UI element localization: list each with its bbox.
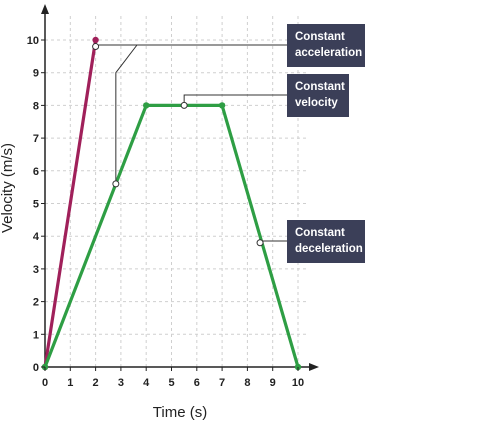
- annotation-box: [287, 24, 365, 67]
- annotation-box: [287, 220, 365, 263]
- data-point: [92, 36, 99, 44]
- x-tick-label: 2: [93, 377, 99, 389]
- tick-labels: 0 1 2 3 4 5 6 7 8 9 10 0 1 2 3 4 5 6 7 8 9 10: [27, 35, 304, 389]
- x-tick-label: 7: [219, 377, 225, 389]
- y-tick-label: 8: [33, 100, 39, 112]
- annotation-marker: [92, 43, 100, 51]
- annotation-text: Constant: [295, 227, 345, 239]
- annotation-text: deceleration: [295, 243, 363, 255]
- annotations: Constant acceleration Constant velocity Cons…: [92, 24, 365, 263]
- annotation-leader-line: [95, 44, 287, 47]
- series-line-1: [43, 38, 98, 369]
- x-axis-arrow: [309, 363, 319, 371]
- y-tick-label: 5: [33, 199, 39, 211]
- data-point: [143, 102, 150, 109]
- y-tick-label: 4: [33, 231, 40, 243]
- y-tick-label: 6: [33, 166, 39, 178]
- y-tick-label: 7: [33, 133, 39, 145]
- annotation-marker: [112, 180, 120, 188]
- annotation-box: [287, 74, 349, 117]
- x-tick-label: 0: [42, 377, 48, 389]
- annotation-text: Constant: [295, 81, 345, 93]
- annotation-marker: [256, 239, 264, 247]
- y-axis-arrow: [41, 4, 49, 14]
- annotation-marker: [180, 101, 188, 109]
- grid: [45, 16, 308, 367]
- x-tick-label: 4: [143, 377, 150, 389]
- annotation-text: acceleration: [295, 47, 362, 59]
- y-axis-title: Velocity (m/s): [0, 143, 16, 233]
- x-axis-title: Time (s): [153, 404, 207, 421]
- data-point: [218, 102, 226, 109]
- annotation-text: velocity: [295, 97, 338, 109]
- y-tick-label: 9: [33, 68, 39, 80]
- x-tick-label: 10: [292, 377, 304, 389]
- annotation-leader-line: [259, 240, 287, 243]
- y-tick-label: 1: [33, 329, 39, 341]
- x-tick-label: 9: [270, 377, 276, 389]
- x-tick-label: 1: [67, 377, 73, 389]
- x-tick-label: 8: [244, 377, 250, 389]
- x-tick-label: 5: [168, 377, 174, 389]
- y-tick-label: 3: [33, 264, 39, 276]
- x-tick-label: 3: [118, 377, 124, 389]
- y-tick-label: 0: [33, 362, 39, 374]
- annotation-text: Constant: [295, 31, 345, 43]
- x-tick-label: 6: [194, 377, 200, 389]
- annotation-leader-line-secondary: [115, 44, 138, 184]
- y-tick-label: 10: [27, 35, 39, 47]
- axes: [41, 4, 319, 371]
- y-tick-label: 2: [33, 297, 39, 309]
